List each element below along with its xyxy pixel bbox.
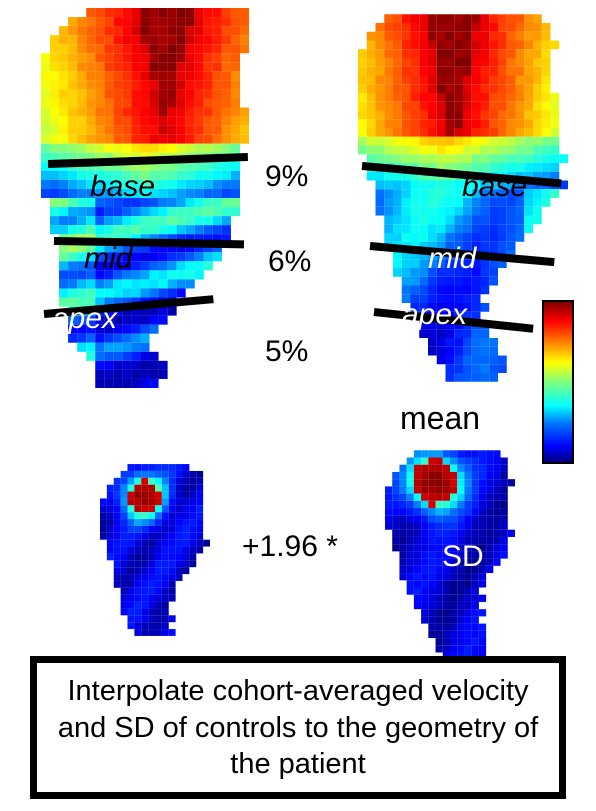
caption-text: Interpolate cohort-averaged velocity and… <box>58 675 538 780</box>
label-left-base: base <box>90 170 155 204</box>
label-sd-mult: +1.96 * <box>242 530 338 564</box>
label-right-base: base <box>462 170 527 204</box>
heart-left-sd <box>100 460 210 640</box>
label-pct-base: 9% <box>265 160 308 194</box>
label-left-mid: mid <box>84 242 132 276</box>
label-pct-apex: 5% <box>265 335 308 369</box>
caption-box: Interpolate cohort-averaged velocity and… <box>30 656 566 799</box>
label-mean: mean <box>400 400 480 437</box>
label-right-mid: mid <box>428 242 476 276</box>
colorbar <box>542 300 574 464</box>
label-pct-mid: 6% <box>268 245 311 279</box>
label-right-apex: apex <box>402 298 467 332</box>
label-sd: SD <box>442 540 484 574</box>
label-left-apex: apex <box>52 302 117 336</box>
